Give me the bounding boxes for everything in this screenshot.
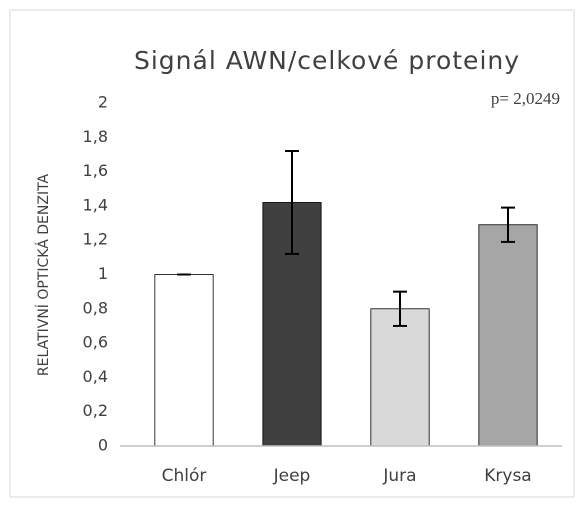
error-bar	[285, 150, 299, 255]
y-tick-label: 1,8	[83, 127, 108, 146]
y-tick-label: 1,6	[83, 161, 108, 180]
x-tick-label: Chlór	[162, 466, 207, 486]
annotation: p= 2,0249	[491, 89, 560, 108]
x-tick-label: Jura	[382, 466, 416, 486]
y-tick-label: 0,2	[83, 401, 108, 420]
x-tick-label: Krysa	[484, 466, 531, 486]
y-tick-label: 2	[98, 93, 108, 112]
bar	[370, 308, 430, 447]
y-tick-label: 1	[98, 264, 108, 283]
y-tick-label: 1,4	[83, 195, 108, 214]
error-bar	[393, 290, 407, 327]
bar	[154, 274, 214, 447]
y-tick-label: 0,4	[83, 367, 108, 386]
y-tick-label: 1,2	[83, 230, 108, 249]
y-tick-label: 0	[98, 436, 108, 455]
error-bar	[501, 206, 515, 243]
bar	[478, 224, 538, 447]
y-axis-label: RELATIVNÍ OPTICKÁ DENZITA	[35, 173, 52, 376]
y-tick-label: 0,8	[83, 298, 108, 317]
x-tick-label: Jeep	[273, 466, 311, 486]
chart-title: Signál AWN/celkové proteiny	[134, 46, 520, 75]
y-tick-label: 0,6	[83, 333, 108, 352]
